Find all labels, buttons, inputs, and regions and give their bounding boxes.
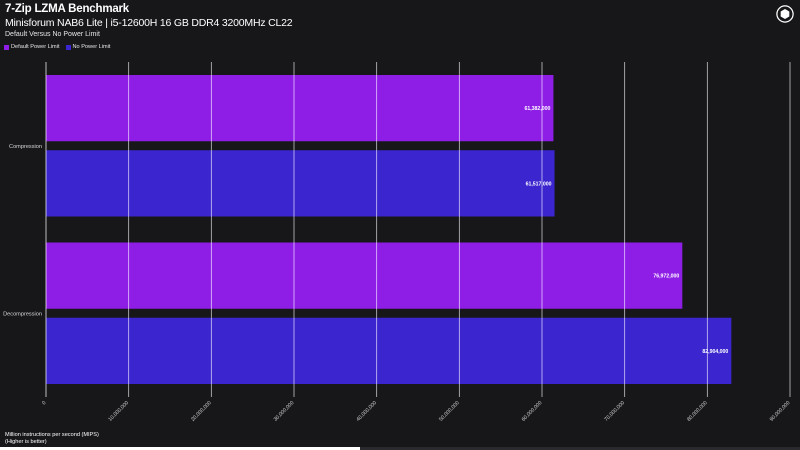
legend-swatch-no-limit (65, 44, 71, 50)
category-label: Decompression (3, 311, 42, 317)
legend-item-default: Default Power Limit (4, 44, 60, 50)
legend-item-no-limit: No Power Limit (65, 44, 111, 50)
legend-label-default: Default Power Limit (11, 44, 60, 50)
chart-subtitle: Minisforum NAB6 Lite | i5-12600H 16 GB D… (5, 17, 293, 29)
x-axis-note: (Higher is better) (5, 438, 47, 445)
category-label: Compression (9, 144, 42, 150)
x-axis-title: Million instructions per second (MIPS) (… (5, 432, 99, 445)
x-tick-label: 70,000,000 (603, 400, 626, 423)
bar-compression-0 (46, 75, 554, 142)
progress-fill (0, 447, 360, 450)
data-label: 76,972,000 (653, 274, 679, 280)
x-tick-label: 50,000,000 (438, 400, 461, 423)
x-tick-label: 10,000,000 (107, 400, 130, 423)
legend: Default Power Limit No Power Limit (4, 44, 110, 50)
progress-bar (0, 447, 800, 450)
x-tick-label: 30,000,000 (273, 400, 296, 423)
bar-decompression-0 (46, 242, 683, 309)
data-label: 61,517,000 (526, 181, 552, 187)
chart-title: 7-Zip LZMA Benchmark (5, 3, 130, 15)
bar-compression-1 (46, 150, 555, 217)
x-tick-label: 90,000,000 (769, 400, 792, 423)
data-label: 82,904,000 (702, 349, 728, 355)
x-axis-label: Million instructions per second (MIPS) (5, 432, 99, 438)
legend-label-no-limit: No Power Limit (72, 44, 111, 50)
x-tick-label: 20,000,000 (190, 400, 213, 423)
chart-description: Default Versus No Power Limit (5, 31, 100, 38)
x-tick-label: 0 (41, 400, 47, 406)
hexagon-logo-icon (776, 5, 794, 23)
x-tick-label: 60,000,000 (521, 400, 544, 423)
x-tick-label: 80,000,000 (686, 400, 709, 423)
legend-swatch-default (4, 44, 9, 50)
data-label: 61,382,000 (524, 106, 550, 112)
x-tick-label: 40,000,000 (355, 400, 378, 423)
bar-decompression-1 (46, 317, 732, 384)
